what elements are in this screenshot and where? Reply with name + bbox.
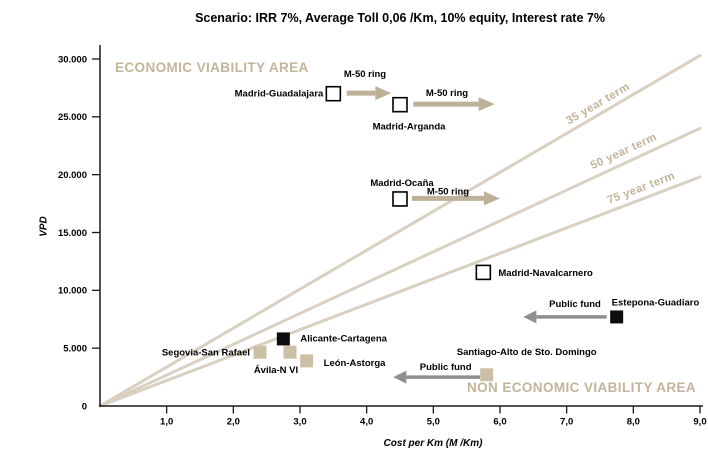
x-tick-label-9-0: 9,0 [693,417,706,428]
arrow-label-m-50-ring-2: M-50 ring [427,186,469,197]
y-tick-label-30-000: 30.000 [58,54,87,65]
arrow-label-m-50-ring-0: M-50 ring [344,69,386,80]
non-economic-viability-area-label: NON ECONOMIC VIABILITY AREA [467,380,697,395]
x-tick-label-2-0: 2,0 [227,417,240,428]
point-madrid-oca-a [392,191,408,207]
y-tick-label-5-000: 5.000 [63,343,87,354]
point-label-madrid-navalcarnero: Madrid-Navalcarnero [498,268,593,279]
x-tick-label-5-0: 5,0 [427,417,440,428]
y-tick-label-25-000: 25.000 [58,112,87,123]
x-tick-label-4-0: 4,0 [360,417,373,428]
point-label-madrid-oca-a: Madrid-Ocaña [370,178,434,189]
x-axis-label: Cost per Km (M /Km) [383,438,483,449]
point-le-n-astorga [300,354,314,368]
point-label-vila-n-vi: Ávila-N VI [254,365,298,376]
point-label-le-n-astorga: León-Astorga [324,358,386,369]
arrow-head-public-fund-4 [393,370,407,384]
y-tick-label-0: 0 [82,401,87,412]
point-label-alicante-cartagena: Alicante-Cartagena [300,333,387,344]
x-tick-label-8-0: 8,0 [627,417,640,428]
chart-title: Scenario: IRR 7%, Average Toll 0,06 /Km,… [195,11,605,25]
term-line-label-35-year-term: 35 year term [564,81,632,127]
x-tick-label-1-0: 1,0 [160,417,173,428]
term-line-75-year-term [98,175,702,408]
x-tick-label-6-0: 6,0 [493,417,506,428]
point-estepona-guadiaro [610,310,624,324]
point-santiago-alto-de-sto-domingo [480,368,494,382]
arrow-head-m-50-ring-0 [375,86,392,101]
point-madrid-arganda [392,96,408,113]
arrow-head-m-50-ring-1 [478,97,495,112]
arrow-head-m-50-ring-2 [484,191,500,206]
x-tick-label-7-0: 7,0 [560,417,573,428]
arrow-head-public-fund-3 [523,310,537,324]
arrow-label-public-fund-3: Public fund [549,299,601,310]
point-vila-n-vi [283,345,297,359]
point-label-segovia-san-rafael: Segovia-San Rafael [162,348,250,359]
point-label-madrid-guadalajara: Madrid-Guadalajara [235,89,324,100]
y-tick-label-15-000: 15.000 [58,228,87,239]
point-madrid-guadalajara [325,85,342,102]
point-label-estepona-guadiaro: Estepona-Guadiaro [612,297,700,308]
term-line-50-year-term [98,126,702,408]
point-madrid-navalcarnero [475,264,492,281]
x-tick-label-3-0: 3,0 [293,417,306,428]
term-line-35-year-term [98,54,702,408]
point-segovia-san-rafael [253,345,267,359]
arrow-label-m-50-ring-1: M-50 ring [426,88,468,99]
point-label-santiago-alto-de-sto-domingo: Santiago-Alto de Sto. Domingo [457,347,597,358]
point-alicante-cartagena [276,332,290,346]
y-tick-label-10-000: 10.000 [58,286,87,297]
economic-viability-area-label: ECONOMIC VIABILITY AREA [115,60,309,75]
y-tick-label-20-000: 20.000 [58,170,87,181]
arrow-label-public-fund-4: Public fund [420,362,472,373]
point-label-madrid-arganda: Madrid-Arganda [373,122,447,133]
